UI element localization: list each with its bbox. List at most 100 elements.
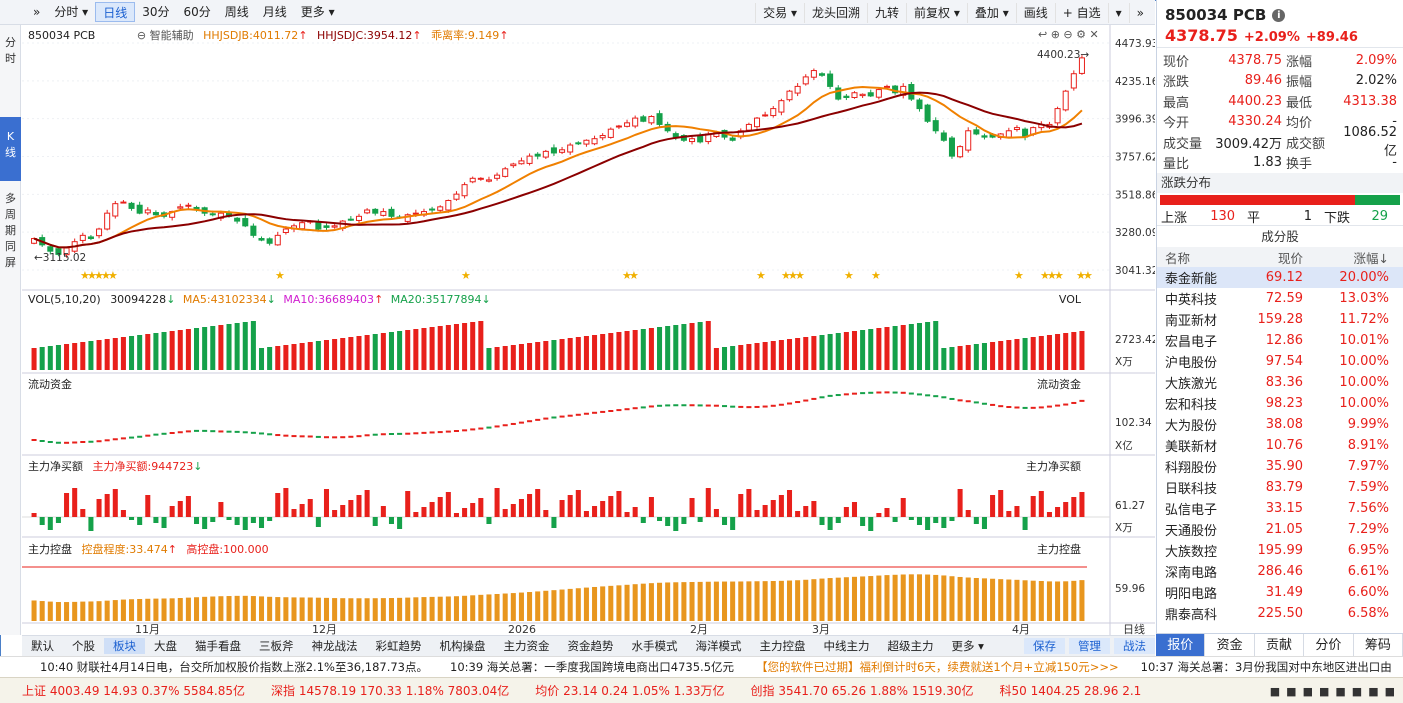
left-tab-char-2[interactable]: K xyxy=(0,117,21,145)
col-header-2[interactable]: 涨幅↓ xyxy=(1353,250,1389,266)
bottom-action-0[interactable]: 保存 xyxy=(1024,638,1065,654)
toolbar-right-item-7[interactable]: ▾ xyxy=(1107,2,1129,23)
box-icon[interactable]: ■ xyxy=(1335,684,1346,698)
search-icon[interactable]: ■ xyxy=(1269,684,1281,698)
bottom-action-2[interactable]: 战法 xyxy=(1114,638,1155,654)
left-tab-char-6[interactable]: 期 xyxy=(5,224,16,237)
toolbar-item-2[interactable]: 日线 xyxy=(95,2,136,22)
constituent-row[interactable]: 泰金新能 69.12 20.00% xyxy=(1157,267,1403,288)
play-icon[interactable]: ■ xyxy=(1318,684,1330,698)
col-header-1[interactable]: 现价 xyxy=(1277,250,1303,266)
bar-icon[interactable]: ■ xyxy=(1351,684,1363,698)
toolbar-right-item-6[interactable]: + 自选 xyxy=(1054,2,1108,23)
right-tab-0[interactable]: 报价 xyxy=(1156,634,1206,656)
news-item-0[interactable]: 10:40 财联社4月14日电，台交所加权股价指数上涨2.1%至36,187.7… xyxy=(40,660,428,674)
bottom-action-1[interactable]: 管理 xyxy=(1069,638,1110,654)
left-tab-char-8[interactable]: 屏 xyxy=(5,256,16,269)
toolbar-right-item-1[interactable]: 龙头回溯 xyxy=(804,2,867,23)
left-tab-char-0[interactable]: 分 xyxy=(5,36,16,49)
constituent-row[interactable]: 大为股份 38.08 9.99% xyxy=(1157,414,1403,435)
strategy-tab-2[interactable]: 板块 xyxy=(104,638,145,654)
ticker-item-1[interactable]: 深指 14578.19 170.33 1.18% 7803.04亿 xyxy=(271,682,509,699)
toolbar-item-6[interactable]: 月线 xyxy=(262,5,287,19)
news-item-1[interactable]: 10:39 海关总署：一季度我国跨境电商出口4735.5亿元 xyxy=(450,660,735,674)
strategy-tab-6[interactable]: 神龙战法 xyxy=(311,639,358,653)
control-bar xyxy=(226,596,232,621)
constituent-row[interactable]: 沪电股份 97.54 10.00% xyxy=(1157,351,1403,372)
toolbar-item-7[interactable]: 更多 ▾ xyxy=(300,5,335,19)
strategy-tab-8[interactable]: 机构操盘 xyxy=(439,639,486,653)
left-tab-char-7[interactable]: 同 xyxy=(5,240,16,253)
strategy-tab-0[interactable]: 默认 xyxy=(31,639,54,653)
strategy-tab-16[interactable]: 更多 ▾ xyxy=(951,639,984,653)
right-tab-2[interactable]: 贡献 xyxy=(1255,634,1305,656)
right-tab-1[interactable]: 资金 xyxy=(1205,634,1255,656)
toolbar-item-4[interactable]: 60分 xyxy=(183,5,211,19)
constituent-row[interactable]: 明阳电路 31.49 6.60% xyxy=(1157,582,1403,603)
toolbar-right-item-8[interactable]: » xyxy=(1128,2,1151,23)
toolbar-right-item-4[interactable]: 叠加 ▾ xyxy=(966,2,1016,23)
toolbar-item-1[interactable]: 分时 ▾ xyxy=(54,5,89,19)
strategy-tab-1[interactable]: 个股 xyxy=(72,639,95,653)
left-tab-char-4[interactable]: 多 xyxy=(5,192,16,205)
ticker-item-4[interactable]: 科50 1404.25 28.96 2.1 xyxy=(1000,682,1142,699)
ticker-item-3[interactable]: 创指 3541.70 65.26 1.88% 1519.30亿 xyxy=(751,682,974,699)
strategy-tab-11[interactable]: 水手模式 xyxy=(631,639,678,653)
strategy-tab-15[interactable]: 超级主力 xyxy=(887,639,934,653)
constituent-row[interactable]: 弘信电子 33.15 7.56% xyxy=(1157,498,1403,519)
left-tab-char-3[interactable]: 线 xyxy=(0,145,21,181)
news-item-3[interactable]: 10:37 海关总署：3月份我国对中东地区进出口由 xyxy=(1140,660,1392,674)
constituent-row[interactable]: 鼎泰高科 225.50 6.58% xyxy=(1157,603,1403,624)
strategy-tab-5[interactable]: 三板斧 xyxy=(259,639,294,653)
stock-name: 日联科技 xyxy=(1165,482,1218,497)
bell-icon[interactable]: ■ xyxy=(1384,684,1395,698)
left-tab-char-1[interactable]: 时 xyxy=(5,52,16,65)
flat-count: 1 xyxy=(1303,208,1313,224)
toolbar-item-5[interactable]: 周线 xyxy=(224,5,249,19)
toolbar-right-item-2[interactable]: 九转 xyxy=(867,2,906,23)
constituent-row[interactable]: 天通股份 21.05 7.29% xyxy=(1157,519,1403,540)
strategy-tab-10[interactable]: 资金趋势 xyxy=(567,639,614,653)
constituent-row[interactable]: 大族激光 83.36 10.00% xyxy=(1157,372,1403,393)
constituent-row[interactable]: 深南电路 286.46 6.61% xyxy=(1157,561,1403,582)
strategy-tab-14[interactable]: 中线主力 xyxy=(823,639,870,653)
strategy-tab-9[interactable]: 主力资金 xyxy=(503,639,550,653)
right-tab-3[interactable]: 分价 xyxy=(1304,634,1354,656)
ticker-item-2[interactable]: 均价 23.14 0.24 1.05% 1.33万亿 xyxy=(535,682,724,699)
candle-body xyxy=(932,120,939,132)
info-icon[interactable]: i xyxy=(1272,8,1286,22)
control-bar xyxy=(1063,581,1069,621)
news-item-2[interactable]: 【您的软件已过期】福利倒计时6天，续费就送1个月+立减150元>>> xyxy=(756,660,1119,674)
strategy-tab-13[interactable]: 主力控盘 xyxy=(759,639,806,653)
constituent-row[interactable]: 美联新材 10.76 8.91% xyxy=(1157,435,1403,456)
left-tab-char-5[interactable]: 周 xyxy=(5,208,16,221)
constituent-row[interactable]: 科翔股份 35.90 7.97% xyxy=(1157,456,1403,477)
constituent-row[interactable]: 宏昌电子 12.86 10.01% xyxy=(1157,330,1403,351)
constituent-row[interactable]: 日联科技 83.79 7.59% xyxy=(1157,477,1403,498)
toolbar-right-item-3[interactable]: 前复权 ▾ xyxy=(906,2,967,23)
toolbar-item-0[interactable]: » xyxy=(33,5,41,19)
strategy-tab-12[interactable]: 海洋模式 xyxy=(695,639,742,653)
strategy-tab-7[interactable]: 彩虹趋势 xyxy=(375,639,422,653)
strategy-tab-3[interactable]: 大盘 xyxy=(154,639,177,653)
flow-tick xyxy=(908,392,914,395)
right-tab-4[interactable]: 筹码 xyxy=(1354,634,1403,656)
constituent-row[interactable]: 南亚新材 159.28 11.72% xyxy=(1157,309,1403,330)
strategy-tab-4[interactable]: 猫手看盘 xyxy=(195,639,241,653)
lock-icon[interactable]: ■ xyxy=(1286,684,1297,698)
flow-tick xyxy=(258,432,265,435)
control-bar xyxy=(39,601,45,621)
window-icon[interactable]: ■ xyxy=(1368,684,1379,698)
toolbar-item-3[interactable]: 30分 xyxy=(142,5,170,19)
kline-chart-svg[interactable]: 4473.93 4235.16 3996.39 3757.62 3518.86 3280.… xyxy=(22,25,1159,636)
col-header-0[interactable]: 名称 xyxy=(1165,250,1191,266)
list-icon[interactable]: ■ xyxy=(1302,684,1313,698)
constituent-row[interactable]: 宏和科技 98.23 10.00% xyxy=(1157,393,1403,414)
smart-assist-toggle[interactable]: ⊖ 智能辅助 xyxy=(136,29,194,42)
toolbar-right-item-5[interactable]: 画线 xyxy=(1015,2,1055,23)
constituent-row[interactable]: 大族数控 195.99 6.95% xyxy=(1157,540,1403,561)
ticker-item-0[interactable]: 上证 4003.49 14.93 0.37% 5584.85亿 xyxy=(22,682,245,699)
constituent-row[interactable]: 中英科技 72.59 13.03% xyxy=(1157,288,1403,309)
kline-chart-area[interactable]: 4473.93 4235.16 3996.39 3757.62 3518.86 3280.… xyxy=(22,25,1159,636)
toolbar-right-item-0[interactable]: 交易 ▾ xyxy=(755,2,804,23)
